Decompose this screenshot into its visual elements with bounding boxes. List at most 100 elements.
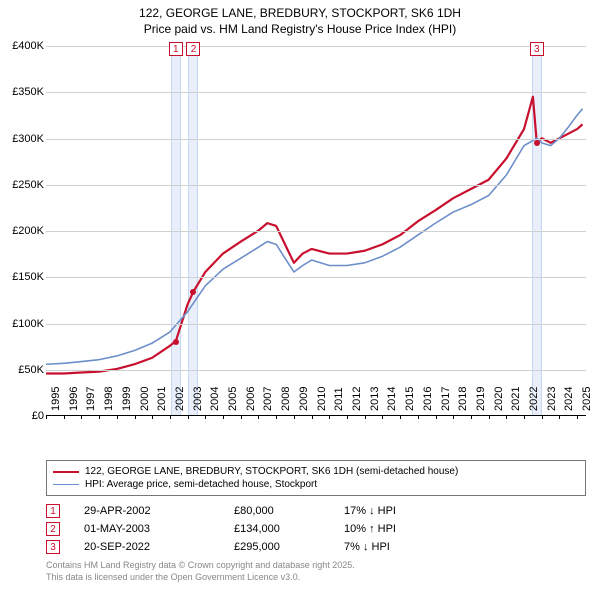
y-axis-label: £300K [0,133,44,145]
title-line2: Price paid vs. HM Land Registry's House … [0,22,600,38]
gridline [46,370,586,371]
x-axis-label: 1995 [50,387,62,411]
x-tick [365,415,366,419]
x-tick [188,415,189,419]
gridline [46,46,586,47]
x-axis-label: 1998 [103,387,115,411]
footer-line1: Contains HM Land Registry data © Crown c… [46,560,355,572]
y-axis-label: £400K [0,40,44,52]
x-axis-label: 1999 [121,387,133,411]
x-axis-label: 2014 [386,387,398,411]
legend: 122, GEORGE LANE, BREDBURY, STOCKPORT, S… [46,460,586,496]
y-axis-label: £0 [0,410,44,422]
x-axis-label: 2016 [422,387,434,411]
x-axis-label: 2012 [351,387,363,411]
chart-marker-box: 1 [169,42,183,56]
sale-point [173,339,179,345]
x-tick [471,415,472,419]
x-tick [135,415,136,419]
sale-date: 20-SEP-2022 [84,541,234,553]
sale-point [190,289,196,295]
sale-point [534,140,540,146]
x-tick [577,415,578,419]
x-tick [524,415,525,419]
x-tick [506,415,507,419]
x-axis-label: 2003 [192,387,204,411]
gridline [46,231,586,232]
legend-item: 122, GEORGE LANE, BREDBURY, STOCKPORT, S… [53,465,579,478]
legend-swatch [53,484,79,485]
sale-price: £295,000 [234,541,344,553]
x-tick [436,415,437,419]
x-axis-label: 1997 [85,387,97,411]
x-tick [329,415,330,419]
chart-title: 122, GEORGE LANE, BREDBURY, STOCKPORT, S… [0,0,600,37]
x-tick [81,415,82,419]
legend-swatch [53,471,79,473]
sale-marker-box: 1 [46,504,60,518]
gridline [46,92,586,93]
y-axis-label: £150K [0,271,44,283]
legend-item: HPI: Average price, semi-detached house,… [53,478,579,491]
sale-price: £80,000 [234,505,344,517]
x-axis-label: 2025 [581,387,593,411]
x-tick [258,415,259,419]
x-axis-label: 2002 [174,387,186,411]
x-axis-label: 2004 [209,387,221,411]
y-axis-label: £100K [0,318,44,330]
x-axis-label: 2018 [457,387,469,411]
x-tick [64,415,65,419]
x-tick [99,415,100,419]
x-axis-label: 2000 [139,387,151,411]
x-axis-label: 2008 [280,387,292,411]
x-axis-label: 2021 [510,387,522,411]
chart-marker-box: 3 [530,42,544,56]
sale-delta: 17% ↓ HPI [344,505,444,517]
sale-price: £134,000 [234,523,344,535]
x-tick [276,415,277,419]
x-axis-label: 2006 [245,387,257,411]
title-line1: 122, GEORGE LANE, BREDBURY, STOCKPORT, S… [0,6,600,22]
chart-marker-box: 2 [186,42,200,56]
x-tick [294,415,295,419]
x-tick [418,415,419,419]
sale-row: 201-MAY-2003£134,00010% ↑ HPI [46,520,444,538]
legend-label: 122, GEORGE LANE, BREDBURY, STOCKPORT, S… [85,466,458,477]
x-axis-label: 2019 [475,387,487,411]
y-axis-label: £50K [0,364,44,376]
x-axis-label: 2023 [546,387,558,411]
x-tick [312,415,313,419]
x-tick [46,415,47,419]
footer-attribution: Contains HM Land Registry data © Crown c… [46,560,355,583]
gridline [46,277,586,278]
x-axis-label: 1996 [68,387,80,411]
x-tick [542,415,543,419]
sale-marker-box: 3 [46,540,60,554]
chart-plot-area: £0£50K£100K£150K£200K£250K£300K£350K£400… [46,46,586,416]
gridline [46,185,586,186]
x-tick [347,415,348,419]
x-tick [152,415,153,419]
x-tick [489,415,490,419]
gridline [46,139,586,140]
gridline [46,324,586,325]
legend-label: HPI: Average price, semi-detached house,… [85,479,317,490]
x-tick [400,415,401,419]
x-axis-label: 2009 [298,387,310,411]
x-axis-label: 2013 [369,387,381,411]
x-axis-label: 2010 [316,387,328,411]
x-axis-label: 2015 [404,387,416,411]
sale-row: 1 29-APR-2002£80,00017% ↓ HPI [46,502,444,520]
x-tick [559,415,560,419]
x-axis-label: 2011 [333,387,345,411]
x-tick [241,415,242,419]
x-tick [453,415,454,419]
sale-delta: 10% ↑ HPI [344,523,444,535]
footer-line2: This data is licensed under the Open Gov… [46,572,355,584]
y-axis-label: £200K [0,225,44,237]
x-tick [223,415,224,419]
sale-date: 29-APR-2002 [84,505,234,517]
sale-marker-box: 2 [46,522,60,536]
series-hpi [46,109,583,365]
sale-row: 320-SEP-2022£295,0007% ↓ HPI [46,538,444,556]
